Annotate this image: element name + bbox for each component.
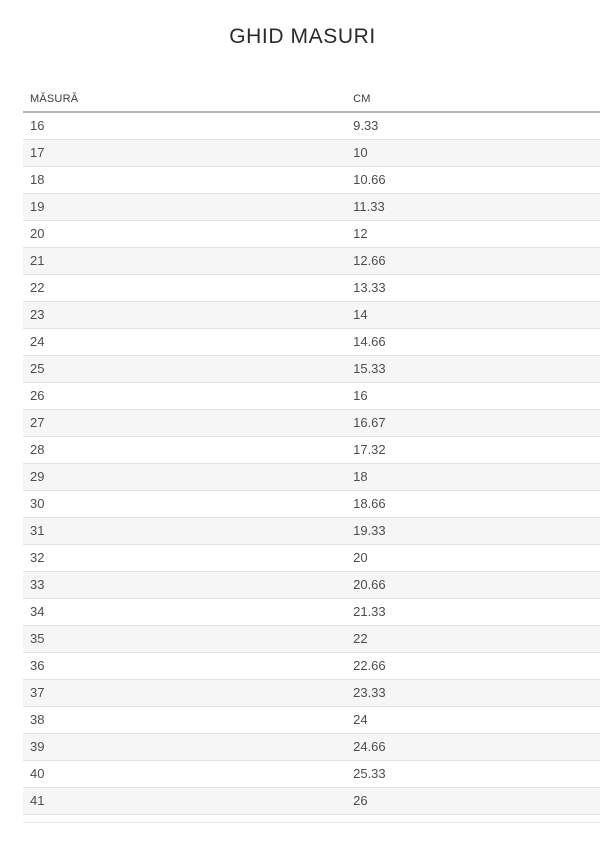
size-cell: 17 [23, 139, 347, 167]
table-row: 35 22 [23, 625, 600, 653]
size-cell: 16 [23, 112, 347, 140]
size-cell: 18 [23, 166, 347, 194]
table-row: 36 22.66 [23, 652, 600, 680]
table-row: 19 11.33 [23, 193, 600, 221]
size-cell: 24 [23, 328, 347, 356]
size-cell: 26 [23, 382, 347, 410]
cm-cell: 12 [346, 220, 600, 248]
table-row: 17 10 [23, 139, 600, 167]
size-cell: 29 [23, 463, 347, 491]
table-row: 26 16 [23, 382, 600, 410]
size-cell: 28 [23, 436, 347, 464]
table-row: 30 18.66 [23, 490, 600, 518]
table-row: 33 20.66 [23, 571, 600, 599]
size-cell: 21 [23, 247, 347, 275]
cm-cell: 18.66 [346, 490, 600, 518]
size-cell: 20 [23, 220, 347, 248]
table-header-row: MĂSURĂ CM [23, 88, 600, 113]
size-cell: 19 [23, 193, 347, 221]
cm-cell: 22.66 [346, 652, 600, 680]
size-cell: 38 [23, 706, 347, 734]
cm-cell: 10 [346, 139, 600, 167]
table-row: 31 19.33 [23, 517, 600, 545]
table-row: 37 23.33 [23, 679, 600, 707]
cm-cell: 11.33 [346, 193, 600, 221]
cm-cell: 18 [346, 463, 600, 491]
size-cell: 36 [23, 652, 347, 680]
table-row: 20 12 [23, 220, 600, 248]
table-row: 23 14 [23, 301, 600, 329]
size-guide-table: MĂSURĂ CM 16 9.33 17 10 18 10.66 19 11.33 20 12 21… [23, 88, 600, 815]
table-row: 38 24 [23, 706, 600, 734]
cm-cell: 21.33 [346, 598, 600, 626]
cm-cell: 16 [346, 382, 600, 410]
size-cell: 37 [23, 679, 347, 707]
cm-cell: 25.33 [346, 760, 600, 788]
cm-cell: 19.33 [346, 517, 600, 545]
size-cell: 27 [23, 409, 347, 437]
size-cell: 34 [23, 598, 347, 626]
table-row: 39 24.66 [23, 733, 600, 761]
cm-cell: 10.66 [346, 166, 600, 194]
column-header-cm: CM [346, 88, 600, 113]
size-cell: 35 [23, 625, 347, 653]
cm-cell: 24 [346, 706, 600, 734]
size-cell: 25 [23, 355, 347, 383]
cm-cell: 20.66 [346, 571, 600, 599]
size-cell: 32 [23, 544, 347, 572]
cm-cell: 20 [346, 544, 600, 572]
size-table-body: 16 9.33 17 10 18 10.66 19 11.33 20 12 21 12.66 22 13.… [23, 112, 600, 815]
table-row: 34 21.33 [23, 598, 600, 626]
page-title: GHID MASURI [229, 25, 376, 48]
cm-cell: 14 [346, 301, 600, 329]
table-row: 28 17.32 [23, 436, 600, 464]
table-row: 40 25.33 [23, 760, 600, 788]
table-bottom-divider [23, 822, 600, 823]
cm-cell: 23.33 [346, 679, 600, 707]
cm-cell: 16.67 [346, 409, 600, 437]
table-row: 24 14.66 [23, 328, 600, 356]
cm-cell: 24.66 [346, 733, 600, 761]
table-row: 25 15.33 [23, 355, 600, 383]
table-row: 21 12.66 [23, 247, 600, 275]
cm-cell: 17.32 [346, 436, 600, 464]
cm-cell: 13.33 [346, 274, 600, 302]
size-cell: 41 [23, 787, 347, 815]
cm-cell: 14.66 [346, 328, 600, 356]
cm-cell: 15.33 [346, 355, 600, 383]
size-cell: 39 [23, 733, 347, 761]
table-row: 18 10.66 [23, 166, 600, 194]
size-cell: 31 [23, 517, 347, 545]
table-row: 29 18 [23, 463, 600, 491]
cm-cell: 26 [346, 787, 600, 815]
size-cell: 22 [23, 274, 347, 302]
size-cell: 33 [23, 571, 347, 599]
table-row: 22 13.33 [23, 274, 600, 302]
cm-cell: 9.33 [346, 112, 600, 140]
size-cell: 23 [23, 301, 347, 329]
size-cell: 30 [23, 490, 347, 518]
column-header-masura: MĂSURĂ [23, 88, 347, 113]
cm-cell: 22 [346, 625, 600, 653]
table-row: 41 26 [23, 787, 600, 815]
table-row: 16 9.33 [23, 112, 600, 140]
table-row: 27 16.67 [23, 409, 600, 437]
cm-cell: 12.66 [346, 247, 600, 275]
size-cell: 40 [23, 760, 347, 788]
table-row: 32 20 [23, 544, 600, 572]
